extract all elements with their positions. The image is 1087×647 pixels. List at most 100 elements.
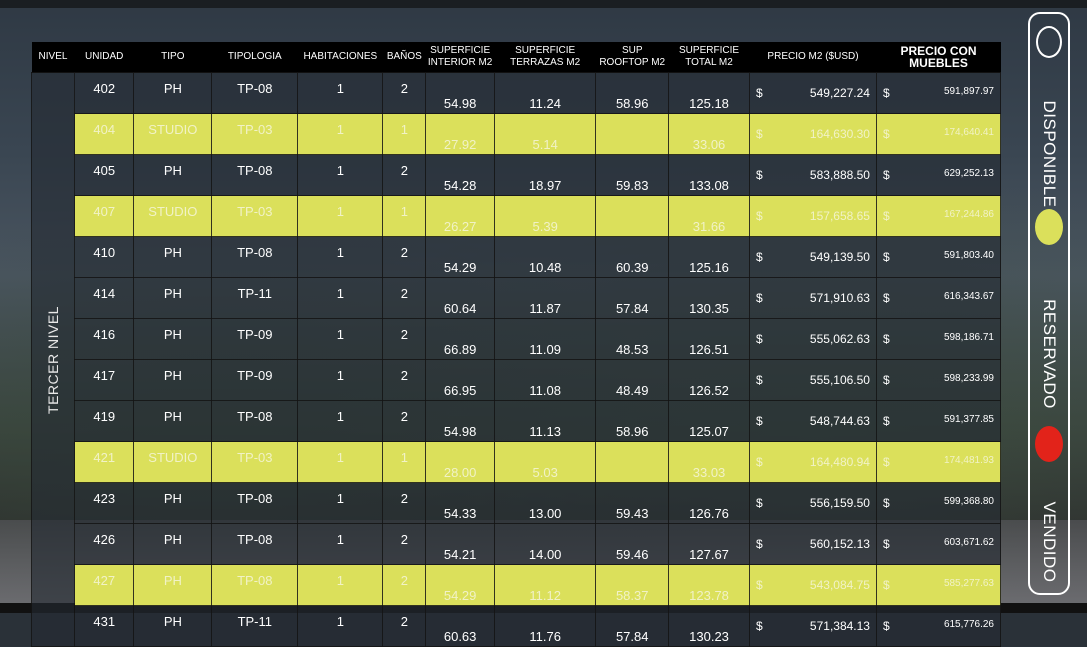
cell-banos: 2	[382, 605, 427, 647]
cell-tipologia: TP-03	[211, 195, 299, 237]
cell-tipo: PH	[133, 236, 213, 278]
currency-symbol: $	[755, 168, 763, 182]
vendido-swatch	[1035, 426, 1063, 462]
cell-banos: 2	[382, 564, 427, 606]
price-amount: 174,640.41	[943, 127, 994, 138]
cell-terrazas: 11.08	[493, 359, 597, 401]
currency-symbol: $	[882, 291, 890, 305]
table-row: 421 STUDIO TP-03 1 1 28.00 5.03 33.03 $164,480.9…	[32, 441, 1002, 483]
cell-terrazas: 11.12	[493, 564, 597, 606]
cell-banos: 2	[382, 400, 427, 442]
legend-disponible-label: DISPONIBLE	[1040, 100, 1059, 208]
legend-reservado-label: RESERVADO	[1040, 299, 1059, 409]
cell-terrazas: 11.09	[493, 318, 597, 360]
nivel-cell: TERCER NIVEL	[30, 72, 76, 647]
cell-rooftop	[595, 113, 670, 155]
cell-interior: 54.33	[425, 482, 495, 524]
cell-precio-muebles: $615,776.26	[875, 605, 1002, 647]
currency-symbol: $	[755, 86, 763, 100]
table-row: 414 PH TP-11 1 2 60.64 11.87 57.84 130.35 $571,91…	[32, 277, 1002, 319]
cell-tipo: PH	[133, 72, 213, 114]
cell-banos: 2	[382, 236, 427, 278]
cell-precio-muebles: $598,186.71	[875, 318, 1002, 360]
price-amount: 157,658.65	[809, 209, 870, 223]
table-row: 417 PH TP-09 1 2 66.95 11.08 48.49 126.52 $555,10…	[32, 359, 1002, 401]
price-amount: 599,368.80	[943, 496, 994, 507]
cell-total: 127.67	[668, 523, 750, 565]
cell-interior: 54.28	[425, 154, 495, 196]
cell-total: 126.76	[668, 482, 750, 524]
header-tipologia: TIPOLOGIA	[211, 42, 298, 73]
cell-unidad: 423	[74, 482, 135, 524]
cell-habitaciones: 1	[297, 564, 384, 606]
currency-symbol: $	[882, 86, 890, 100]
cell-total: 126.51	[668, 318, 750, 360]
cell-terrazas: 14.00	[493, 523, 597, 565]
cell-precio-m2: $583,888.50	[748, 154, 877, 196]
price-amount: 555,062.63	[809, 332, 870, 346]
cell-unidad: 426	[74, 523, 135, 565]
cell-rooftop: 59.83	[595, 154, 670, 196]
cell-rooftop: 48.49	[595, 359, 670, 401]
cell-precio-muebles: $174,481.93	[875, 441, 1002, 483]
cell-precio-muebles: $591,377.85	[875, 400, 1002, 442]
cell-precio-muebles: $598,233.99	[875, 359, 1002, 401]
cell-tipologia: TP-08	[211, 154, 299, 196]
currency-symbol: $	[755, 414, 763, 428]
cell-precio-muebles: $585,277.63	[875, 564, 1002, 606]
table-row: 426 PH TP-08 1 2 54.21 14.00 59.46 127.67 $560,15…	[32, 523, 1002, 565]
header-tipo: TIPO	[133, 42, 212, 73]
cell-interior: 54.98	[425, 72, 495, 114]
cell-habitaciones: 1	[297, 400, 384, 442]
currency-symbol: $	[882, 168, 890, 182]
header-interior: SUPERFICIE INTERIOR M2	[425, 42, 495, 73]
price-amount: 571,384.13	[809, 619, 870, 633]
cell-total: 130.23	[668, 605, 750, 647]
cell-tipo: PH	[133, 400, 213, 442]
cell-tipologia: TP-11	[211, 277, 299, 319]
cell-total: 125.16	[668, 236, 750, 278]
cell-precio-m2: $555,062.63	[748, 318, 877, 360]
cell-precio-m2: $549,139.50	[748, 236, 877, 278]
cell-tipo: PH	[133, 277, 213, 319]
header-row: NIVEL UNIDAD TIPO TIPOLOGIA HABITACIONES…	[31, 42, 1001, 73]
price-amount: 556,159.50	[809, 496, 870, 510]
cell-total: 33.06	[668, 113, 750, 155]
cell-rooftop: 59.43	[595, 482, 670, 524]
cell-tipologia: TP-09	[211, 318, 299, 360]
cell-tipo: PH	[133, 359, 213, 401]
cell-tipologia: TP-08	[211, 72, 299, 114]
cell-unidad: 419	[74, 400, 135, 442]
header-rooftop: SUP ROOFTOP M2	[595, 42, 669, 73]
currency-symbol: $	[755, 619, 763, 633]
price-amount: 616,343.67	[943, 291, 994, 302]
cell-precio-muebles: $591,803.40	[875, 236, 1002, 278]
price-amount: 603,671.62	[943, 537, 994, 548]
price-amount: 548,744.63	[809, 414, 870, 428]
cell-unidad: 404	[74, 113, 135, 155]
price-amount: 549,139.50	[809, 250, 870, 264]
cell-tipologia: TP-11	[211, 605, 299, 647]
cell-habitaciones: 1	[297, 195, 384, 237]
cell-precio-m2: $157,658.65	[748, 195, 877, 237]
cell-terrazas: 10.48	[493, 236, 597, 278]
price-amount: 164,630.30	[809, 127, 870, 141]
table-row: 427 PH TP-08 1 2 54.29 11.12 58.37 123.78 $543,08…	[32, 564, 1002, 606]
cell-precio-m2: $560,152.13	[748, 523, 877, 565]
cell-banos: 2	[382, 154, 427, 196]
cell-unidad: 417	[74, 359, 135, 401]
currency-symbol: $	[755, 291, 763, 305]
cell-interior: 27.92	[425, 113, 495, 155]
cell-tipologia: TP-08	[211, 564, 299, 606]
cell-habitaciones: 1	[297, 113, 384, 155]
currency-symbol: $	[882, 537, 890, 551]
cell-precio-muebles: $603,671.62	[875, 523, 1002, 565]
cell-interior: 66.95	[425, 359, 495, 401]
currency-symbol: $	[755, 250, 763, 264]
cell-rooftop: 57.84	[595, 605, 670, 647]
price-amount: 555,106.50	[809, 373, 870, 387]
cell-interior: 26.27	[425, 195, 495, 237]
table-row: 431 PH TP-11 1 2 60.63 11.76 57.84 130.23 $571,38…	[32, 605, 1002, 647]
price-amount: 543,084.75	[809, 578, 870, 592]
cell-habitaciones: 1	[297, 359, 384, 401]
